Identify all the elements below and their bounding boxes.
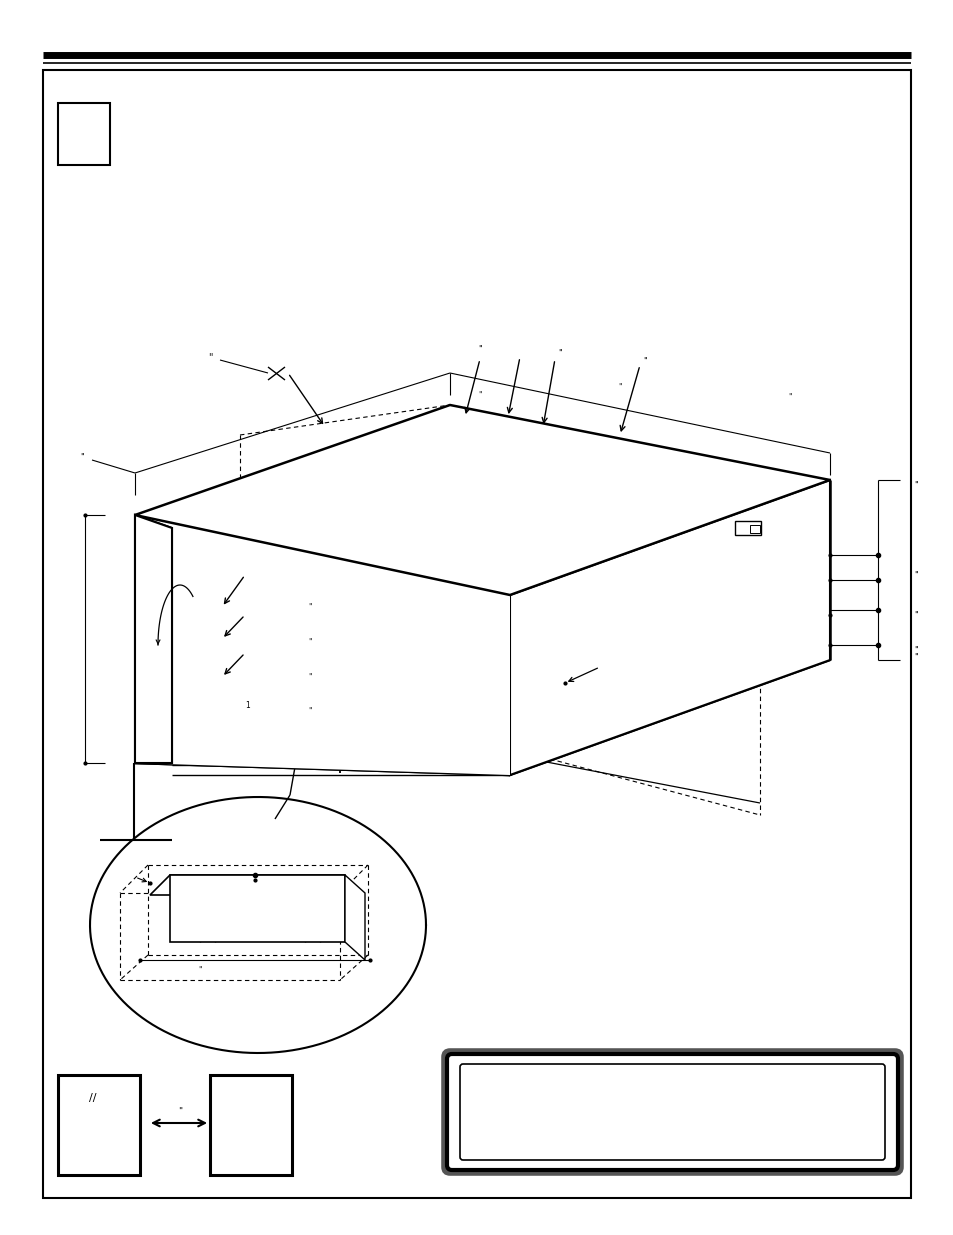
FancyBboxPatch shape — [443, 1051, 900, 1173]
Text: ": " — [558, 348, 561, 357]
Text: ": " — [477, 345, 481, 353]
Text: ": " — [308, 673, 312, 682]
Bar — [749, 525, 760, 534]
Bar — [734, 521, 760, 535]
Polygon shape — [170, 876, 345, 942]
Text: ": " — [208, 352, 212, 362]
Text: ": " — [618, 383, 621, 391]
Text: ": " — [477, 390, 481, 399]
Polygon shape — [150, 876, 345, 895]
Bar — [58, 103, 110, 165]
FancyBboxPatch shape — [447, 1053, 897, 1170]
Text: 1: 1 — [245, 700, 250, 709]
Text: ": " — [80, 452, 84, 462]
Text: ": " — [308, 637, 312, 646]
Bar — [210, 1074, 292, 1174]
Text: //: // — [90, 1093, 96, 1103]
Polygon shape — [135, 515, 172, 763]
FancyBboxPatch shape — [459, 1065, 884, 1160]
Text: ": " — [308, 603, 312, 611]
Text: ": " — [178, 1107, 182, 1115]
Bar — [58, 1074, 140, 1174]
Text: ": " — [198, 966, 201, 974]
Polygon shape — [135, 405, 829, 595]
Text: ": " — [913, 652, 917, 662]
Text: ": " — [913, 571, 917, 579]
Text: ": " — [913, 610, 917, 620]
Polygon shape — [345, 876, 365, 960]
Polygon shape — [135, 515, 172, 763]
Polygon shape — [135, 515, 510, 776]
Polygon shape — [510, 480, 829, 776]
Text: ": " — [308, 706, 312, 715]
Text: ": " — [913, 646, 917, 655]
Text: ": " — [913, 480, 917, 489]
Text: ": " — [642, 357, 646, 366]
Text: ": " — [787, 393, 791, 401]
